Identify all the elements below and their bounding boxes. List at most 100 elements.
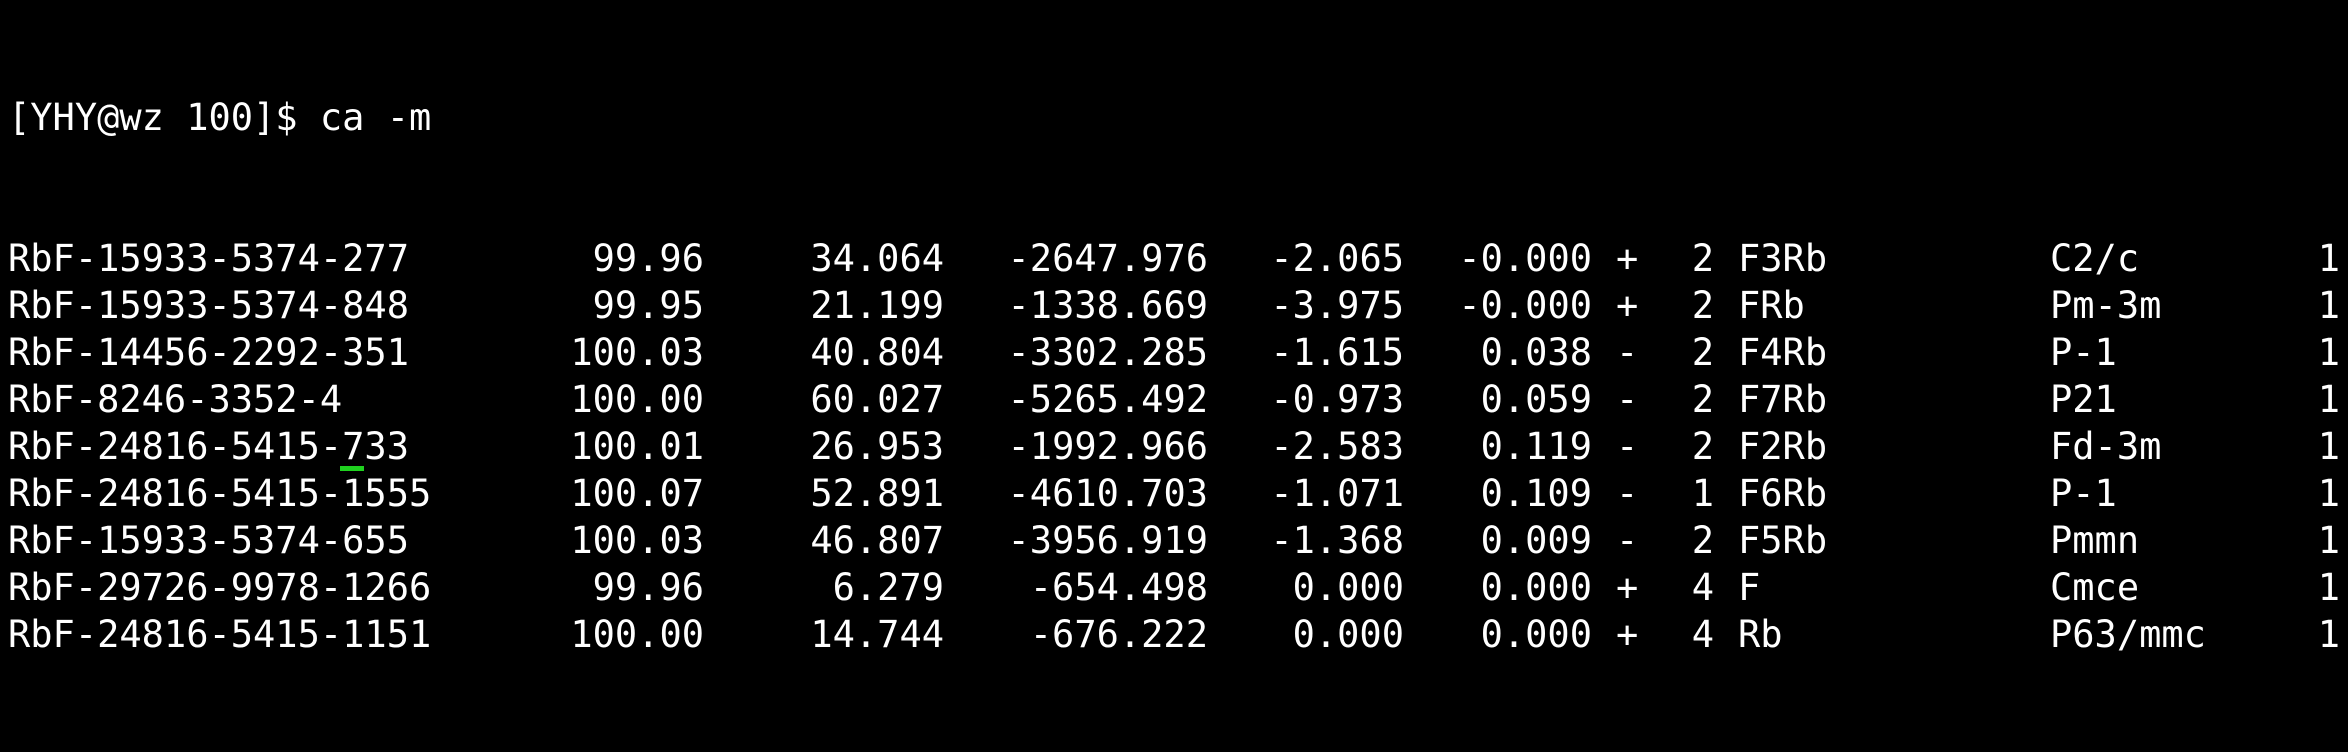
value-hull: -0.000 — [1458, 237, 1592, 280]
value-energy: -3956.919 — [1007, 519, 1208, 562]
terminal-window[interactable]: [YHY@wz 100]$ ca -m RbF-15933-5374-277 99… — [0, 0, 2348, 656]
value-enthalpy: 0.000 — [1292, 613, 1404, 656]
value-spacegroup: C2/c — [2050, 237, 2140, 280]
value-number: 1 — [2317, 613, 2340, 656]
value-number: 1 — [2317, 472, 2340, 515]
value-pressure: 99.96 — [592, 237, 704, 280]
value-energy: -3302.285 — [1007, 331, 1208, 374]
value-enthalpy: -0.973 — [1270, 378, 1404, 421]
value-volume: 6.279 — [832, 566, 944, 609]
value-hull: 0.000 — [1480, 613, 1592, 656]
value-volume: 46.807 — [810, 519, 944, 562]
value-hull: 0.109 — [1480, 472, 1592, 515]
value-enthalpy: 0.000 — [1292, 566, 1404, 609]
value-sign: + — [1616, 284, 1639, 327]
value-formula: F2Rb — [1738, 425, 1828, 468]
value-formula: F6Rb — [1738, 472, 1828, 515]
structure-name: RbF-24816-5415-1555 — [8, 472, 432, 515]
structure-name: RbF-24816-5415-1151 — [8, 613, 432, 656]
value-count: 2 — [1691, 425, 1714, 468]
table-row: RbF-24816-5415-1151 100.00 14.744 -676.222 0… — [4, 611, 2348, 658]
value-hull: 0.009 — [1480, 519, 1592, 562]
value-energy: -1338.669 — [1007, 284, 1208, 327]
table-row: RbF-15933-5374-655 100.03 46.807 -3956.919 -… — [4, 517, 2348, 564]
value-sign: - — [1616, 425, 1639, 468]
value-formula: F — [1738, 566, 1761, 609]
value-pressure: 100.00 — [570, 613, 704, 656]
value-hull: 0.059 — [1480, 378, 1592, 421]
value-sign: - — [1616, 331, 1639, 374]
value-energy: -654.498 — [1029, 566, 1208, 609]
value-energy: -4610.703 — [1007, 472, 1208, 515]
value-number: 1 — [2317, 566, 2340, 609]
value-spacegroup: Pm-3m — [2050, 284, 2162, 327]
value-spacegroup: P-1 — [2050, 472, 2117, 515]
value-formula: F7Rb — [1738, 378, 1828, 421]
prompt-line: [YHY@wz 100]$ ca -m — [4, 94, 2348, 141]
value-sign: - — [1616, 472, 1639, 515]
value-volume: 21.199 — [810, 284, 944, 327]
value-pressure: 100.01 — [570, 425, 704, 468]
structure-name: RbF-29726-9978-1266 — [8, 566, 432, 609]
value-formula: Rb — [1738, 613, 1783, 656]
terminal-cursor — [340, 466, 364, 471]
value-pressure: 100.03 — [570, 331, 704, 374]
value-count: 2 — [1691, 237, 1714, 280]
value-hull: -0.000 — [1458, 284, 1592, 327]
value-energy: -2647.976 — [1007, 237, 1208, 280]
structure-name: RbF-24816-5415-733 — [8, 425, 409, 468]
value-number: 1 — [2317, 284, 2340, 327]
structure-name: RbF-8246-3352-4 — [8, 378, 343, 421]
value-number: 1 — [2317, 237, 2340, 280]
value-enthalpy: -2.065 — [1270, 237, 1404, 280]
value-volume: 14.744 — [810, 613, 944, 656]
value-count: 4 — [1691, 613, 1714, 656]
value-hull: 0.119 — [1480, 425, 1592, 468]
value-sign: + — [1616, 237, 1639, 280]
value-count: 2 — [1691, 378, 1714, 421]
value-sign: - — [1616, 519, 1639, 562]
value-pressure: 100.00 — [570, 378, 704, 421]
value-enthalpy: -1.615 — [1270, 331, 1404, 374]
value-pressure: 99.96 — [592, 566, 704, 609]
value-count: 1 — [1691, 472, 1714, 515]
value-enthalpy: -3.975 — [1270, 284, 1404, 327]
value-spacegroup: P63/mmc — [2050, 613, 2206, 656]
structure-name: RbF-14456-2292-351 — [8, 331, 409, 374]
table-row: RbF-29726-9978-1266 99.96 6.279 -654.498 0.0… — [4, 564, 2348, 611]
value-volume: 52.891 — [810, 472, 944, 515]
table-row: RbF-24816-5415-1555 100.07 52.891 -4610.703… — [4, 470, 2348, 517]
table-row: RbF-8246-3352-4 100.00 60.027 -5265.492 -0.9… — [4, 376, 2348, 423]
value-formula: F4Rb — [1738, 331, 1828, 374]
value-pressure: 99.95 — [592, 284, 704, 327]
value-hull: 0.038 — [1480, 331, 1592, 374]
value-spacegroup: Cmce — [2050, 566, 2140, 609]
structure-name: RbF-15933-5374-655 — [8, 519, 409, 562]
value-number: 1 — [2317, 378, 2340, 421]
value-count: 2 — [1691, 284, 1714, 327]
value-pressure: 100.03 — [570, 519, 704, 562]
value-hull: 0.000 — [1480, 566, 1592, 609]
value-spacegroup: Pmmn — [2050, 519, 2140, 562]
value-pressure: 100.07 — [570, 472, 704, 515]
value-enthalpy: -1.071 — [1270, 472, 1404, 515]
value-spacegroup: P21 — [2050, 378, 2117, 421]
value-sign: - — [1616, 378, 1639, 421]
value-energy: -676.222 — [1029, 613, 1208, 656]
value-enthalpy: -1.368 — [1270, 519, 1404, 562]
structure-name: RbF-15933-5374-848 — [8, 284, 409, 327]
value-formula: F5Rb — [1738, 519, 1828, 562]
table-row: RbF-15933-5374-277 99.96 34.064 -2647.976 -2… — [4, 235, 2348, 282]
value-spacegroup: P-1 — [2050, 331, 2117, 374]
value-energy: -1992.966 — [1007, 425, 1208, 468]
value-number: 1 — [2317, 331, 2340, 374]
value-sign: + — [1616, 566, 1639, 609]
value-energy: -5265.492 — [1007, 378, 1208, 421]
value-enthalpy: -2.583 — [1270, 425, 1404, 468]
structure-name: RbF-15933-5374-277 — [8, 237, 409, 280]
value-formula: F3Rb — [1738, 237, 1828, 280]
value-number: 1 — [2317, 425, 2340, 468]
value-count: 4 — [1691, 566, 1714, 609]
value-count: 2 — [1691, 331, 1714, 374]
value-spacegroup: Fd-3m — [2050, 425, 2162, 468]
